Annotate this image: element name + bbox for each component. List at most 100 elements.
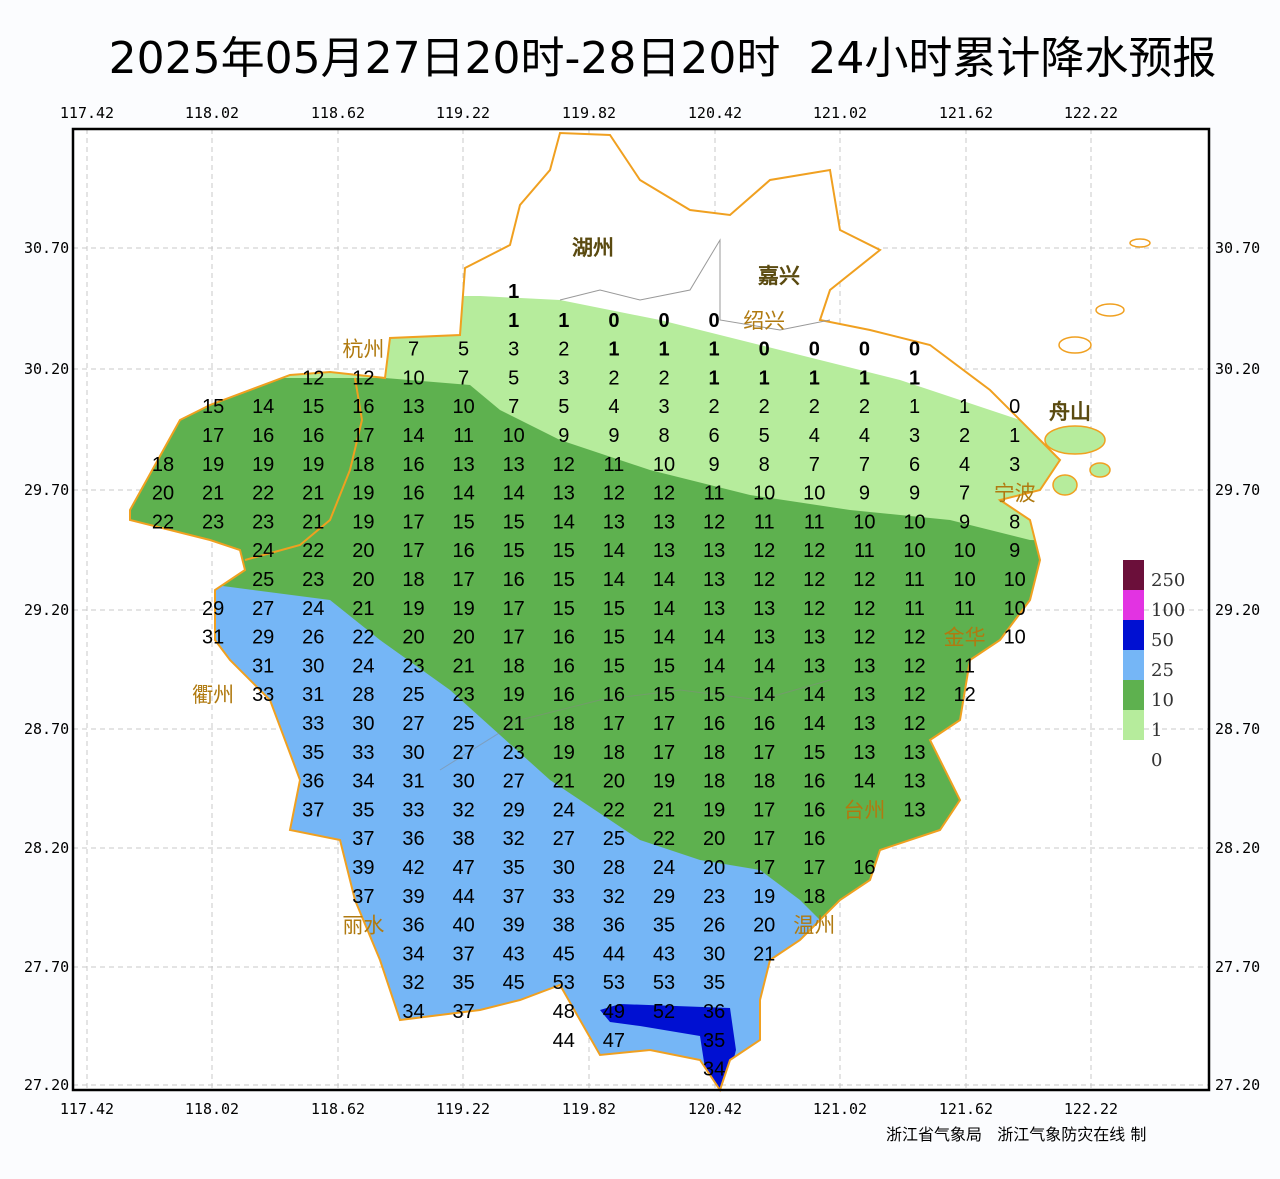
grid-value: 12 [302, 367, 324, 389]
grid-value: 16 [603, 684, 625, 706]
grid-value: 16 [703, 713, 725, 735]
legend-swatch [1123, 560, 1144, 590]
grid-value: 28 [603, 857, 625, 879]
grid-value: 12 [753, 569, 775, 591]
grid-value: 14 [753, 684, 775, 706]
grid-value: 15 [553, 540, 575, 562]
grid-value: 16 [402, 483, 424, 505]
grid-value: 15 [503, 540, 525, 562]
grid-value: 18 [703, 742, 725, 764]
grid-value: 13 [503, 454, 525, 476]
grid-value: 10 [953, 569, 975, 591]
grid-value: 30 [402, 742, 424, 764]
grid-value: 23 [252, 511, 274, 533]
grid-value: 16 [803, 771, 825, 793]
grid-value: 39 [503, 915, 525, 937]
grid-value: 18 [703, 771, 725, 793]
grid-value: 2 [859, 396, 870, 418]
grid-value: 47 [603, 1030, 625, 1052]
grid-value: 5 [759, 425, 770, 447]
grid-value: 34 [402, 943, 424, 965]
grid-value: 43 [503, 943, 525, 965]
city-label: 杭州 [342, 338, 384, 362]
grid-value: 15 [653, 655, 675, 677]
grid-value: 53 [653, 972, 675, 994]
lat-tick-right: 29.20 [1215, 601, 1260, 619]
lon-tick-top: 118.02 [185, 104, 239, 122]
grid-value: 18 [803, 886, 825, 908]
grid-value: 1 [759, 367, 770, 389]
grid-value: 12 [803, 540, 825, 562]
lon-tick-bottom: 118.02 [185, 1100, 239, 1118]
lat-tick-right: 30.20 [1215, 360, 1260, 378]
legend-label: 10 [1151, 690, 1174, 711]
lon-tick-bottom: 121.02 [813, 1100, 867, 1118]
grid-value: 20 [703, 828, 725, 850]
grid-value: 29 [252, 627, 274, 649]
grid-value: 20 [753, 915, 775, 937]
grid-value: 22 [152, 511, 174, 533]
grid-value: 27 [402, 713, 424, 735]
grid-value: 15 [202, 396, 224, 418]
grid-value: 10 [903, 511, 925, 533]
grid-value: 19 [553, 742, 575, 764]
axis-ticks: 117.42 117.42 118.02 118.02 118.62 118.62 119.… [24, 104, 1260, 1118]
grid-value: 49 [603, 1001, 625, 1023]
grid-value: 7 [408, 339, 419, 361]
grid-value: 14 [653, 569, 675, 591]
city-border [244, 377, 364, 561]
grid-value: 33 [252, 684, 274, 706]
grid-value: 38 [452, 828, 474, 850]
grid-value: 14 [603, 569, 625, 591]
grid-value: 19 [703, 799, 725, 821]
grid-value: 44 [452, 886, 474, 908]
grid-value: 33 [553, 886, 575, 908]
grid-value: 35 [302, 742, 324, 764]
city-border [439, 679, 831, 771]
grid-value: 18 [753, 771, 775, 793]
grid-value: 1 [508, 310, 519, 332]
grid-value: 18 [603, 742, 625, 764]
grid-value: 19 [252, 454, 274, 476]
grid-value: 10 [1004, 627, 1026, 649]
grid-value: 10 [503, 425, 525, 447]
grid-value: 15 [553, 569, 575, 591]
grid-value: 8 [658, 425, 669, 447]
grid-value: 5 [458, 339, 469, 361]
grid-value: 25 [252, 569, 274, 591]
grid-value: 23 [202, 511, 224, 533]
grid-value: 18 [352, 454, 374, 476]
grid-value: 2 [558, 339, 569, 361]
grid-value: 52 [653, 1001, 675, 1023]
grid-value: 21 [352, 598, 374, 620]
grid-value: 17 [753, 799, 775, 821]
grid-value: 2 [759, 396, 770, 418]
grid-value: 19 [753, 886, 775, 908]
lat-tick-right: 27.20 [1215, 1076, 1260, 1094]
lon-tick-top: 121.62 [939, 104, 993, 122]
grid-value: 4 [608, 396, 619, 418]
grid-value: 35 [352, 799, 374, 821]
grid-value: 14 [703, 655, 725, 677]
grid-value: 35 [503, 857, 525, 879]
grid-value: 20 [352, 569, 374, 591]
grid-value: 1 [959, 396, 970, 418]
grid-value: 16 [352, 396, 374, 418]
legend-label: 250 [1151, 570, 1185, 591]
grid-value: 31 [402, 771, 424, 793]
grid-value: 16 [402, 454, 424, 476]
grid-value: 31 [302, 684, 324, 706]
grid-value: 20 [603, 771, 625, 793]
grid-value: 12 [603, 483, 625, 505]
grid-value: 24 [352, 655, 374, 677]
grid-value: 18 [553, 713, 575, 735]
grid-value: 12 [853, 598, 875, 620]
grid-value: 16 [803, 828, 825, 850]
grid-value: 12 [753, 540, 775, 562]
grid-value: 2 [809, 396, 820, 418]
legend-swatch [1123, 620, 1144, 650]
lon-tick-bottom: 117.42 [60, 1100, 114, 1118]
grid-value: 15 [603, 598, 625, 620]
grid-value: 21 [753, 943, 775, 965]
grid-value: 13 [703, 540, 725, 562]
